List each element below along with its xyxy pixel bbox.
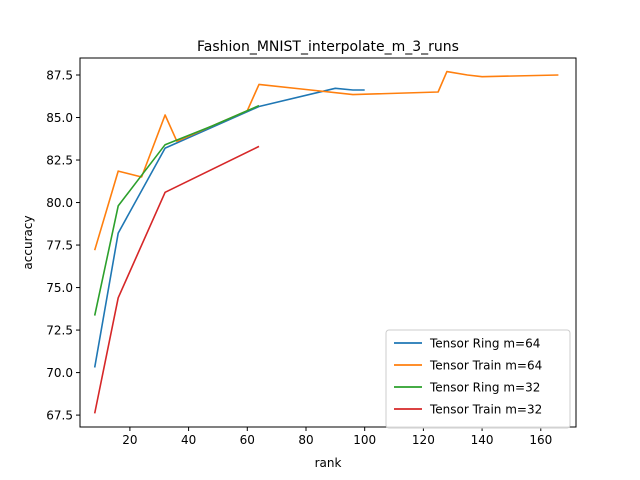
series-line-3: [93, 104, 260, 316]
legend-label-4: Tensor Train m=32: [429, 403, 542, 417]
legend-label-2: Tensor Train m=64: [429, 359, 542, 373]
x-axis: 20 40 60 80 100 120 140 160: [122, 427, 552, 447]
y-tick-label: 85.0: [46, 111, 73, 125]
y-tick-label: 87.5: [46, 69, 73, 83]
y-tick-label: 70.0: [46, 366, 73, 380]
x-tick-label: 80: [298, 433, 313, 447]
x-tick-label: 60: [240, 433, 255, 447]
series-line-4: [93, 145, 260, 414]
y-axis: 67.5 70.0 72.5 75.0 77.5 80.0 82.5 85.0 87.5: [46, 69, 80, 423]
legend-box: [385, 329, 571, 429]
legend-label-3: Tensor Ring m=32: [429, 381, 540, 395]
x-tick-label: 120: [412, 433, 435, 447]
x-tick-label: 100: [353, 433, 376, 447]
y-tick-label: 77.5: [46, 239, 73, 253]
x-axis-label: rank: [315, 456, 342, 470]
x-tick-label: 20: [122, 433, 137, 447]
y-tick-label: 82.5: [46, 154, 73, 168]
series-line-1: [93, 87, 365, 368]
y-axis-label: accuracy: [21, 215, 35, 269]
legend-label-1: Tensor Ring m=64: [429, 337, 540, 351]
x-tick-label: 40: [181, 433, 196, 447]
x-tick-label: 160: [529, 433, 552, 447]
y-tick-label: 67.5: [46, 409, 73, 423]
plot-area: [93, 70, 559, 414]
chart-title: Fashion_MNIST_interpolate_m_3_runs: [197, 39, 459, 55]
y-tick-label: 75.0: [46, 281, 73, 295]
series-line-2: [93, 70, 559, 251]
y-tick-label: 80.0: [46, 196, 73, 210]
y-tick-label: 72.5: [46, 324, 73, 338]
plot-frame: [79, 57, 577, 428]
legend: Tensor Ring m=64 Tensor Train m=64 Tensor …: [385, 329, 571, 429]
x-tick-label: 140: [471, 433, 494, 447]
